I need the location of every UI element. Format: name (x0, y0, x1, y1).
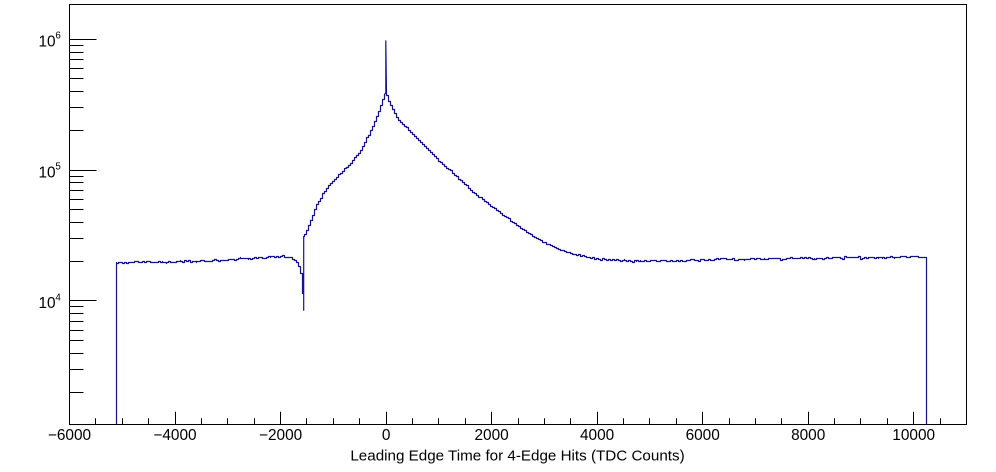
svg-text:6: 6 (55, 31, 61, 42)
svg-text:4: 4 (55, 292, 61, 303)
svg-text:−6000: −6000 (48, 427, 91, 444)
svg-text:10: 10 (38, 34, 55, 51)
svg-text:5: 5 (55, 162, 61, 173)
svg-text:8000: 8000 (791, 427, 825, 444)
svg-text:−2000: −2000 (259, 427, 302, 444)
svg-text:2000: 2000 (474, 427, 508, 444)
svg-text:10000: 10000 (892, 427, 935, 444)
svg-text:−4000: −4000 (153, 427, 196, 444)
svg-text:6000: 6000 (686, 427, 720, 444)
svg-text:10: 10 (38, 164, 55, 181)
svg-text:4000: 4000 (580, 427, 614, 444)
svg-text:0: 0 (382, 427, 391, 444)
svg-text:10: 10 (38, 295, 55, 312)
svg-text:Leading Edge Time for 4-Edge H: Leading Edge Time for 4-Edge Hits (TDC C… (350, 447, 684, 464)
